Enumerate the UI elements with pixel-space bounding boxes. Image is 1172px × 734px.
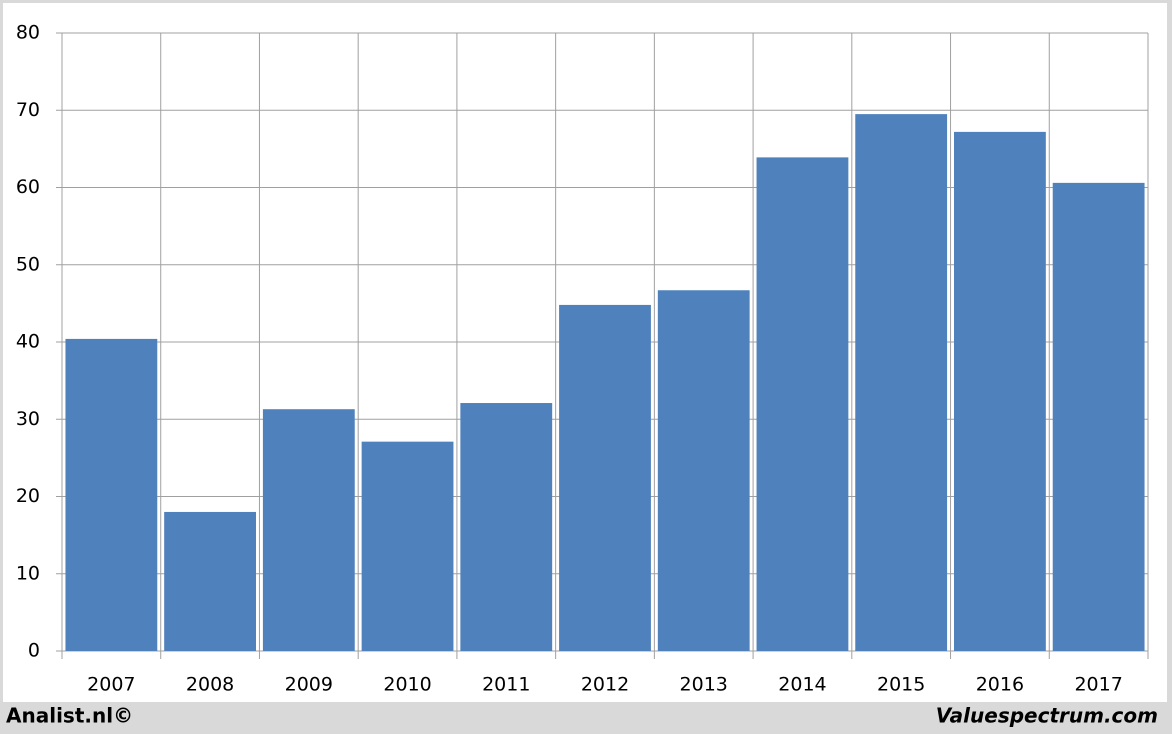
- x-tick-label: 2007: [87, 674, 135, 696]
- bar: [855, 114, 948, 652]
- bar: [164, 511, 256, 651]
- bar: [262, 409, 355, 651]
- x-tick-label: 2012: [581, 674, 629, 696]
- x-tick-label: 2015: [877, 674, 925, 696]
- bar: [559, 304, 651, 651]
- y-tick-label: 10: [16, 562, 40, 584]
- bar: [756, 157, 849, 651]
- y-tick-label: 40: [16, 331, 40, 353]
- y-tick-label: 20: [16, 485, 40, 507]
- x-tick-label: 2010: [383, 674, 431, 696]
- x-tick-label: 2013: [680, 674, 728, 696]
- bar: [657, 290, 750, 651]
- y-tick-label: 30: [16, 408, 40, 430]
- x-tick-label: 2016: [976, 674, 1024, 696]
- y-tick-label: 0: [28, 640, 40, 662]
- bar: [954, 131, 1046, 651]
- x-tick-label: 2008: [186, 674, 234, 696]
- y-tick-label: 50: [16, 253, 40, 275]
- y-tick-label: 70: [16, 99, 40, 121]
- footer-right: Valuespectrum.com: [936, 704, 1158, 728]
- x-tick-label: 2014: [778, 674, 826, 696]
- bar: [65, 338, 158, 651]
- bar: [460, 403, 553, 651]
- x-tick-label: 2011: [482, 674, 530, 696]
- y-tick-label: 60: [16, 176, 40, 198]
- footer-left: Analist.nl©: [6, 704, 133, 728]
- bar: [1052, 182, 1145, 652]
- y-tick-label: 80: [16, 22, 40, 44]
- x-tick-label: 2017: [1074, 674, 1122, 696]
- x-tick-label: 2009: [285, 674, 333, 696]
- bar: [361, 441, 454, 651]
